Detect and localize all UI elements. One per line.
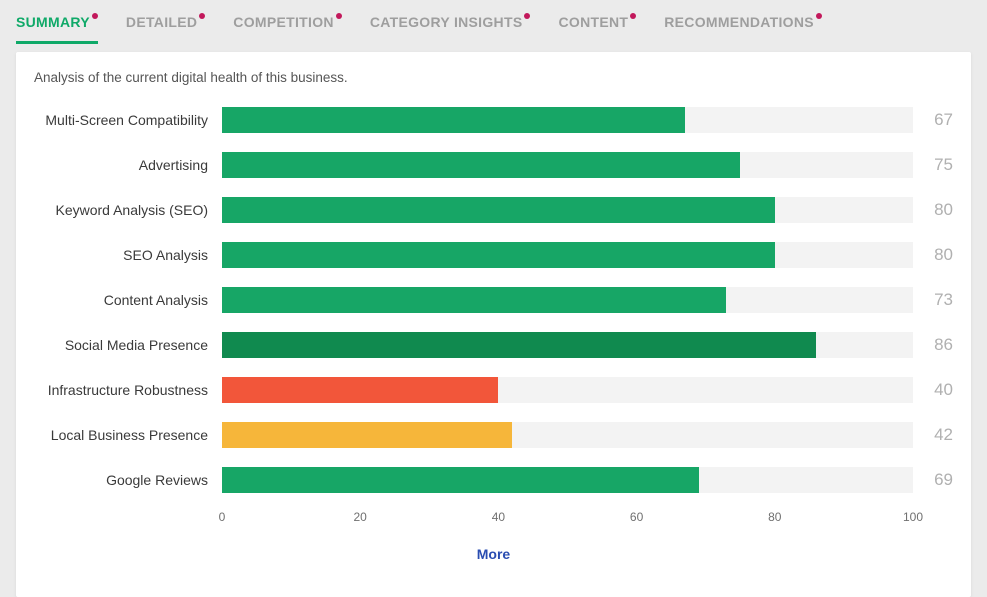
chart-row-label: Keyword Analysis (SEO) (34, 202, 222, 218)
chart-bar-fill (222, 107, 685, 133)
chart-row-value: 80 (913, 200, 953, 220)
chart-bar-track (222, 332, 913, 358)
chart-bar-fill (222, 197, 775, 223)
tab-detailed[interactable]: DETAILED (126, 0, 205, 44)
chart-row-label: Social Media Presence (34, 337, 222, 353)
chart-row-label: Infrastructure Robustness (34, 382, 222, 398)
tab-recommendations[interactable]: RECOMMENDATIONS (664, 0, 822, 44)
tabs-bar: SUMMARY DETAILED COMPETITION CATEGORY IN… (0, 0, 987, 44)
chart-row: Infrastructure Robustness 40 (34, 373, 953, 407)
chart-row: Content Analysis 73 (34, 283, 953, 317)
tab-label: RECOMMENDATIONS (664, 14, 814, 30)
notification-dot-icon (336, 13, 342, 19)
chart-row-value: 69 (913, 470, 953, 490)
chart-bar-track (222, 152, 913, 178)
chart-row-label: Content Analysis (34, 292, 222, 308)
chart-row-value: 42 (913, 425, 953, 445)
chart-row: Keyword Analysis (SEO) 80 (34, 193, 953, 227)
chart-x-tick: 40 (492, 510, 505, 524)
chart-row-label: Multi-Screen Compatibility (34, 112, 222, 128)
chart-row-label: SEO Analysis (34, 247, 222, 263)
tab-label: CONTENT (558, 14, 628, 30)
chart-bar-fill (222, 242, 775, 268)
chart-row: Advertising 75 (34, 148, 953, 182)
notification-dot-icon (92, 13, 98, 19)
chart-bar-track (222, 107, 913, 133)
tab-label: DETAILED (126, 14, 197, 30)
more-button[interactable]: More (34, 532, 953, 564)
chart-x-axis: 0 20 40 60 80 100 (222, 508, 953, 532)
chart-bar-track (222, 242, 913, 268)
chart-row: Google Reviews 69 (34, 463, 953, 497)
chart-row-label: Google Reviews (34, 472, 222, 488)
chart-bar-fill (222, 467, 699, 493)
chart-row: Social Media Presence 86 (34, 328, 953, 362)
chart-bar-track (222, 287, 913, 313)
tab-label: COMPETITION (233, 14, 334, 30)
summary-card: Analysis of the current digital health o… (16, 52, 971, 597)
chart-row: SEO Analysis 80 (34, 238, 953, 272)
chart-row-label: Advertising (34, 157, 222, 173)
chart-bar-track (222, 467, 913, 493)
chart-x-tick: 60 (630, 510, 643, 524)
tab-label: SUMMARY (16, 14, 90, 30)
notification-dot-icon (630, 13, 636, 19)
chart-bar-fill (222, 152, 740, 178)
chart-bar-fill (222, 287, 726, 313)
notification-dot-icon (199, 13, 205, 19)
chart-row: Local Business Presence 42 (34, 418, 953, 452)
tab-category-insights[interactable]: CATEGORY INSIGHTS (370, 0, 531, 44)
chart-row-label: Local Business Presence (34, 427, 222, 443)
chart-row-value: 40 (913, 380, 953, 400)
chart-row: Multi-Screen Compatibility 67 (34, 103, 953, 137)
chart-x-tick: 0 (219, 510, 226, 524)
chart-bar-fill (222, 422, 512, 448)
chart-bar-fill (222, 377, 498, 403)
chart-bar-track (222, 377, 913, 403)
chart-row-value: 80 (913, 245, 953, 265)
tab-summary[interactable]: SUMMARY (16, 0, 98, 44)
chart-bar-fill (222, 332, 816, 358)
chart-bar-track (222, 197, 913, 223)
chart-row-value: 75 (913, 155, 953, 175)
chart-x-tick: 100 (903, 510, 923, 524)
chart-row-value: 73 (913, 290, 953, 310)
tab-content[interactable]: CONTENT (558, 0, 636, 44)
chart-row-value: 86 (913, 335, 953, 355)
chart-x-tick: 20 (354, 510, 367, 524)
tab-label: CATEGORY INSIGHTS (370, 14, 523, 30)
card-subtitle: Analysis of the current digital health o… (34, 70, 953, 85)
tab-competition[interactable]: COMPETITION (233, 0, 342, 44)
chart-bar-track (222, 422, 913, 448)
notification-dot-icon (524, 13, 530, 19)
chart-row-value: 67 (913, 110, 953, 130)
notification-dot-icon (816, 13, 822, 19)
chart-x-tick: 80 (768, 510, 781, 524)
health-bar-chart: Multi-Screen Compatibility 67 Advertising 7… (34, 103, 953, 497)
